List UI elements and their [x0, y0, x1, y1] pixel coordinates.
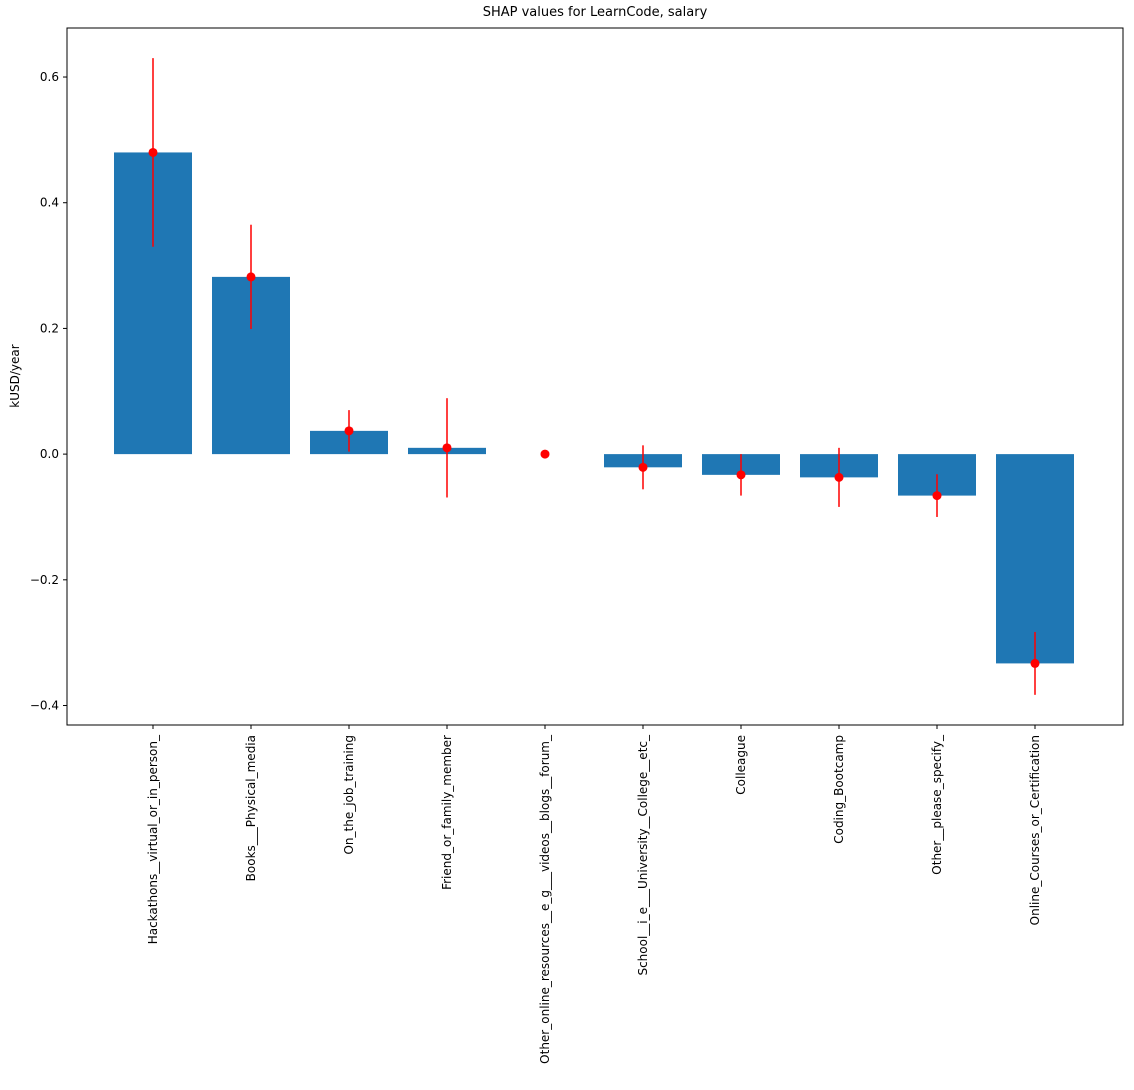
x-tick-label: Friend_or_family_member [440, 735, 454, 890]
x-tick-label: Hackathons__virtual_or_in_person_ [146, 734, 160, 944]
bar [996, 454, 1074, 664]
x-tick-label: School__i_e___University__College__etc_ [636, 734, 650, 976]
y-axis-label: kUSD/year [8, 344, 22, 407]
value-dot [442, 443, 452, 453]
y-tick-label: 0.6 [40, 70, 59, 84]
y-tick-label: 0.4 [40, 196, 59, 210]
x-tick-label: Books___Physical_media [244, 735, 258, 881]
x-tick-label: Other__please_specify_ [930, 734, 944, 875]
y-tick-label: −0.2 [30, 573, 59, 587]
x-tick-label: Online_Courses_or_Certification [1028, 735, 1042, 925]
x-tick-label: On_the_job_training [342, 735, 356, 855]
y-tick-label: −0.4 [30, 699, 59, 713]
value-dot [344, 426, 354, 436]
value-dot [540, 449, 550, 459]
x-tick-label: Colleague [734, 735, 748, 795]
value-dot [1030, 658, 1040, 668]
plot-frame [66, 27, 1124, 726]
x-tick-label: Other_online_resources__e_g___videos__bl… [538, 734, 552, 1064]
value-dot [736, 470, 746, 480]
y-tick-label: 0.0 [40, 447, 59, 461]
value-dot [246, 272, 256, 282]
y-tick-label: 0.2 [40, 321, 59, 335]
x-tick-label: Coding_Bootcamp [832, 735, 846, 844]
value-dot [932, 491, 942, 501]
chart-title: SHAP values for LearnCode, salary [483, 5, 708, 20]
value-dot [148, 147, 158, 157]
value-dot [834, 472, 844, 482]
value-dot [638, 462, 648, 472]
